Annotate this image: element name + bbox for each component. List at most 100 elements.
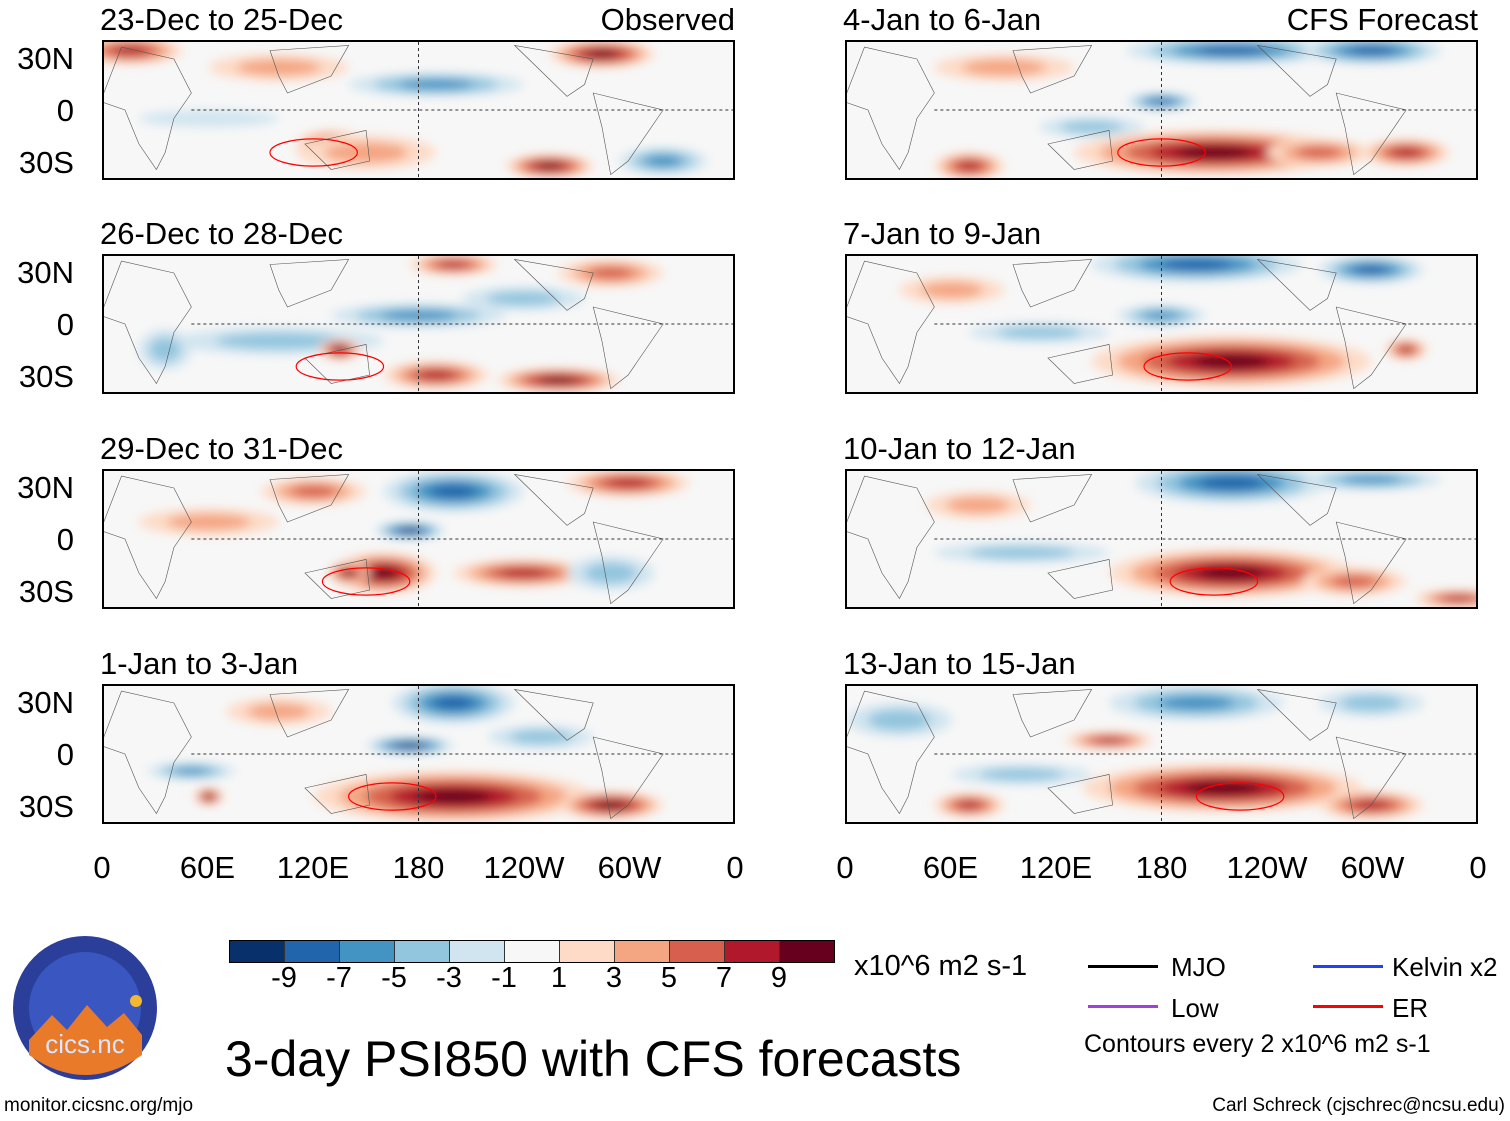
colorbar-label: 7 bbox=[715, 962, 733, 994]
anomaly-contour bbox=[1196, 45, 1267, 56]
anomaly-contour bbox=[381, 310, 456, 321]
anomaly-contour bbox=[215, 332, 342, 350]
contour-note: Contours every 2 x10^6 m2 s-1 bbox=[1084, 1030, 1431, 1058]
anomaly-contour bbox=[291, 485, 337, 498]
anomaly-contour bbox=[920, 281, 984, 299]
anomaly-contour bbox=[1159, 695, 1234, 711]
anomaly-contour bbox=[588, 267, 634, 279]
anomaly-contour bbox=[486, 291, 561, 306]
er-contour bbox=[270, 139, 357, 166]
legend-label-kelvin: Kelvin x2 bbox=[1392, 952, 1498, 982]
anomaly-contour bbox=[236, 59, 321, 76]
lat-label: 30N bbox=[17, 685, 74, 720]
lat-label: 0 bbox=[56, 307, 74, 342]
lat-label: 0 bbox=[56, 93, 74, 128]
anomaly-contour bbox=[957, 161, 981, 171]
anomaly-contour bbox=[1353, 265, 1389, 275]
lat-label: 30S bbox=[18, 789, 74, 824]
continent-outline bbox=[104, 689, 663, 818]
legend-label-low: Low bbox=[1171, 993, 1219, 1023]
panel-title: 1-Jan to 3-Jan bbox=[100, 646, 299, 681]
colorbar-label: -1 bbox=[491, 962, 517, 994]
anomaly-contour bbox=[1347, 45, 1395, 56]
anomaly-contour bbox=[172, 767, 211, 775]
legend-label-mjo: MJO bbox=[1171, 952, 1226, 982]
map-panel bbox=[102, 254, 735, 394]
lon-label: 120E bbox=[276, 850, 350, 885]
er-contour bbox=[1118, 139, 1205, 166]
cics-logo[interactable]: cics.nc bbox=[12, 935, 158, 1081]
anomaly-contour bbox=[397, 743, 422, 748]
anomaly-contour bbox=[1296, 146, 1342, 159]
anomaly-contour bbox=[1149, 98, 1174, 105]
anomaly-contour bbox=[398, 79, 474, 90]
er-contour bbox=[1196, 783, 1283, 810]
anomaly-contour bbox=[1199, 476, 1264, 490]
lat-label: 30N bbox=[17, 41, 74, 76]
colorbar-swatch bbox=[560, 941, 615, 962]
er-contour bbox=[349, 783, 436, 810]
continent-outline bbox=[847, 45, 1406, 174]
colorbar-swatch bbox=[780, 941, 834, 962]
anomaly-contour bbox=[1399, 346, 1414, 353]
anomaly-contour bbox=[644, 155, 682, 167]
anomaly-contour bbox=[587, 50, 617, 58]
lat-label: 30S bbox=[18, 574, 74, 609]
panel-tag: CFS Forecast bbox=[1286, 2, 1478, 37]
url-link[interactable]: monitor.cicsnc.org/mjo bbox=[4, 1095, 194, 1116]
er-contour bbox=[1144, 353, 1231, 380]
anomaly-contour bbox=[138, 110, 279, 127]
map-panel bbox=[845, 40, 1478, 180]
colorbar-label: 9 bbox=[770, 962, 788, 994]
colorbar-swatch bbox=[505, 941, 560, 962]
anomaly-contour bbox=[324, 142, 409, 163]
anomaly-contour bbox=[867, 709, 931, 731]
anomaly-contour bbox=[1184, 781, 1261, 795]
anomaly-contour bbox=[584, 562, 637, 584]
lon-label: 60W bbox=[597, 850, 662, 885]
panel-title: 29-Dec to 31-Dec bbox=[100, 431, 343, 466]
colorbar-label: 5 bbox=[660, 962, 678, 994]
er-contour bbox=[296, 353, 383, 380]
map-panel bbox=[845, 469, 1478, 609]
anomaly-contour bbox=[400, 528, 420, 533]
anomaly-contour bbox=[1331, 575, 1377, 588]
colorbar-label: -7 bbox=[326, 962, 352, 994]
continent-outline bbox=[847, 259, 1406, 388]
lon-label: 60E bbox=[179, 850, 236, 885]
colorbar-units: x10^6 m2 s-1 bbox=[854, 950, 1028, 982]
lat-label: 0 bbox=[56, 737, 74, 772]
colorbar-swatch bbox=[285, 941, 340, 962]
lon-label: 0 bbox=[836, 850, 854, 885]
lon-label: 0 bbox=[93, 850, 111, 885]
lon-label: 0 bbox=[726, 850, 744, 885]
panel-title: 7-Jan to 9-Jan bbox=[843, 216, 1042, 251]
colorbar bbox=[229, 940, 835, 963]
map-panel bbox=[845, 254, 1478, 394]
panel-title: 26-Dec to 28-Dec bbox=[100, 216, 343, 251]
colorbar-label: -3 bbox=[436, 962, 462, 994]
legend-line-kelvin bbox=[1313, 965, 1383, 968]
panel-tag: Observed bbox=[600, 2, 735, 37]
colorbar-swatch bbox=[670, 941, 725, 962]
lat-label: 30S bbox=[18, 359, 74, 394]
legend-line-er bbox=[1313, 1005, 1383, 1008]
continent-outline bbox=[847, 689, 1406, 818]
continent-outline bbox=[104, 45, 663, 174]
anomaly-contour bbox=[969, 546, 1075, 559]
anomaly-contour bbox=[962, 59, 1047, 76]
panel-title: 23-Dec to 25-Dec bbox=[100, 2, 343, 37]
lon-label: 120E bbox=[1019, 850, 1093, 885]
lon-label: 180 bbox=[1135, 850, 1188, 885]
logo-text: cics.nc bbox=[45, 1029, 124, 1059]
er-contour bbox=[322, 568, 409, 595]
colorbar-label: 3 bbox=[605, 962, 623, 994]
anomaly-contour bbox=[1094, 737, 1124, 744]
panel-title: 13-Jan to 15-Jan bbox=[843, 646, 1076, 681]
lat-label: 30S bbox=[18, 145, 74, 180]
colorbar-swatch bbox=[230, 941, 285, 962]
anomaly-contour bbox=[415, 789, 492, 804]
map-panel bbox=[102, 40, 735, 180]
anomaly-contour bbox=[430, 484, 477, 499]
